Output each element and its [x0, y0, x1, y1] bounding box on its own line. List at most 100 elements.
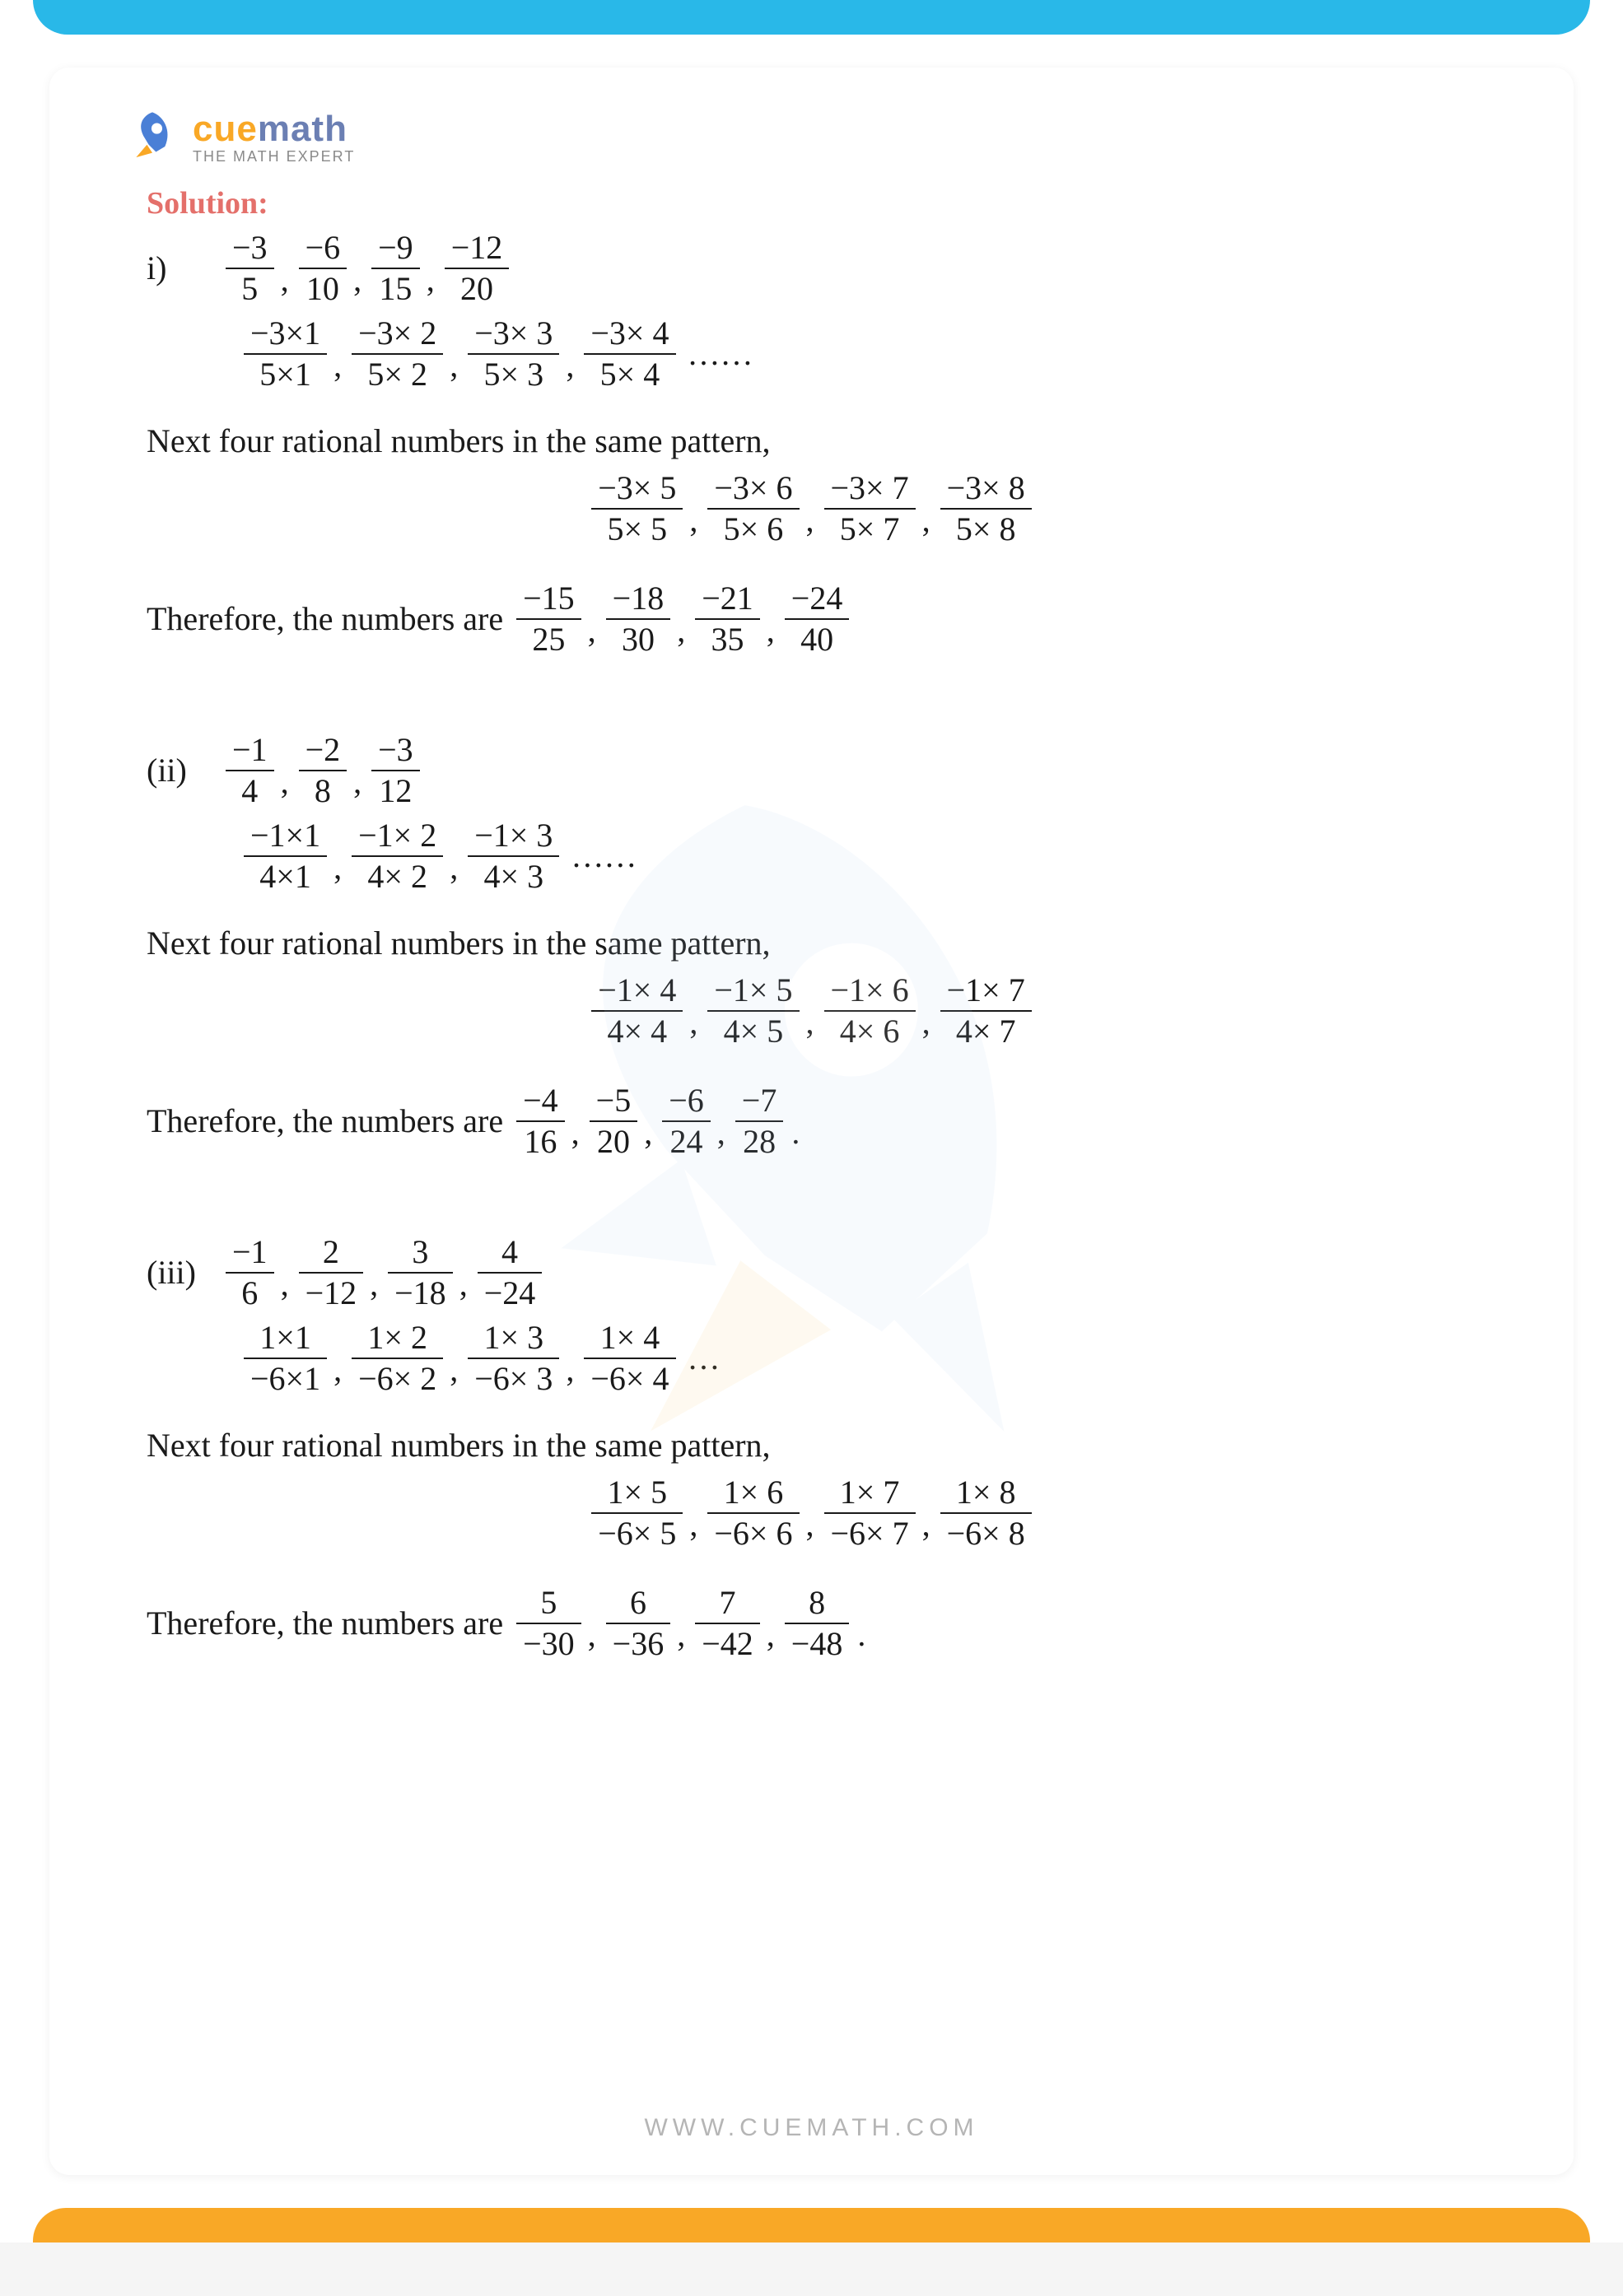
numerator: −6 [662, 1083, 711, 1119]
numerator: −7 [735, 1083, 784, 1119]
comma: , [588, 1614, 596, 1662]
fraction: −7 28 [735, 1083, 784, 1160]
numerator: 1× 4 [594, 1320, 667, 1356]
denominator: 10 [300, 271, 346, 307]
fraction: −3× 6 5× 6 [707, 470, 799, 547]
fraction: −3 5 [226, 230, 274, 307]
numerator: 1× 8 [949, 1474, 1023, 1511]
fraction: 5 −30 [516, 1585, 581, 1662]
numerator: −1 [226, 1234, 274, 1270]
comma: , [644, 1112, 652, 1160]
numerator: −3× 6 [707, 470, 799, 506]
comma: , [333, 847, 342, 895]
fraction: 1× 5 −6× 5 [591, 1474, 683, 1552]
next-row: −1× 4 4× 4 , −1× 5 4× 5 , −1× 6 4× 6 , −… [124, 972, 1499, 1050]
numerator: −4 [516, 1083, 565, 1119]
rocket-icon [124, 109, 181, 170]
comma: , [922, 1002, 930, 1050]
numerator: 5 [534, 1585, 563, 1621]
comma: , [922, 500, 930, 547]
comma: , [450, 345, 458, 393]
comma: , [588, 610, 596, 658]
denominator: −6× 4 [584, 1361, 675, 1397]
comma: , [427, 259, 435, 307]
denominator: 5×1 [253, 356, 318, 393]
brand-part1: cue [193, 109, 258, 149]
period: . [791, 1112, 800, 1160]
numerator: 7 [713, 1585, 743, 1621]
denominator: −30 [516, 1626, 581, 1662]
result-row: Therefore, the numbers are −4 16 , −5 20… [147, 1083, 1499, 1160]
comma: , [450, 1349, 458, 1397]
numerator: 1× 5 [601, 1474, 674, 1511]
comma: , [767, 610, 775, 658]
denominator: 8 [308, 773, 338, 809]
denominator: 5× 8 [949, 511, 1023, 547]
denominator: 5× 5 [601, 511, 674, 547]
denominator: −6× 6 [707, 1516, 799, 1552]
numerator: −3× 8 [940, 470, 1032, 506]
fraction: −3× 2 5× 2 [352, 315, 443, 393]
denominator: −42 [695, 1626, 760, 1662]
fraction: −3× 4 5× 4 [584, 315, 675, 393]
numerator: −18 [606, 580, 671, 617]
comma: , [281, 761, 289, 809]
denominator: 4× 2 [361, 859, 434, 895]
fraction: −1× 3 4× 3 [468, 817, 559, 895]
fraction: −1×1 4×1 [244, 817, 327, 895]
denominator: 5× 2 [361, 356, 434, 393]
result-text: Therefore, the numbers are [147, 1101, 503, 1142]
fraction: −21 35 [695, 580, 760, 658]
comma: , [689, 1504, 697, 1552]
result-row: Therefore, the numbers are −15 25 , −18 … [147, 580, 1499, 658]
numerator: −1 [226, 732, 274, 768]
fraction: −1 6 [226, 1234, 274, 1311]
comma: , [459, 1264, 468, 1311]
denominator: 16 [517, 1124, 563, 1160]
denominator: 30 [615, 622, 661, 658]
fraction: 1× 7 −6× 7 [824, 1474, 916, 1552]
denominator: 4× 6 [833, 1013, 907, 1050]
comma: , [689, 500, 697, 547]
factor-row: −3×1 5×1 , −3× 2 5× 2 , −3× 3 5× 3 , −3×… [239, 315, 1499, 393]
numerator: −3× 3 [468, 315, 559, 352]
denominator: 5× 3 [478, 356, 551, 393]
numerator: −1× 5 [707, 972, 799, 1008]
bottom-accent-bar [33, 2208, 1590, 2242]
comma: , [806, 1504, 814, 1552]
fraction: 1× 3 −6× 3 [468, 1320, 559, 1397]
denominator: 4× 7 [949, 1013, 1023, 1050]
page: cuemath THE MATH EXPERT Solution: i) −3 … [49, 68, 1574, 2175]
numerator: −21 [695, 580, 760, 617]
numerator: −1× 3 [468, 817, 559, 854]
numerator: −3 [371, 732, 420, 768]
fraction: −3× 8 5× 8 [940, 470, 1032, 547]
fraction: −1× 6 4× 6 [824, 972, 916, 1050]
denominator: 24 [664, 1124, 710, 1160]
comma: , [806, 500, 814, 547]
denominator: −6× 7 [824, 1516, 916, 1552]
denominator: −6× 3 [468, 1361, 559, 1397]
comma: , [281, 1264, 289, 1311]
denominator: −24 [478, 1275, 543, 1311]
fraction: −3×1 5×1 [244, 315, 327, 393]
fraction: −3× 7 5× 7 [824, 470, 916, 547]
numerator: −3 [226, 230, 274, 266]
solution-heading: Solution: [147, 185, 1499, 221]
fraction: −1× 4 4× 4 [591, 972, 683, 1050]
fraction: 1× 8 −6× 8 [940, 1474, 1032, 1552]
numerator: 1×1 [253, 1320, 318, 1356]
denominator: 20 [590, 1124, 637, 1160]
item-marker: i) [147, 248, 221, 289]
footer-url: WWW.CUEMATH.COM [49, 2114, 1574, 2142]
fraction: −5 20 [590, 1083, 638, 1160]
comma: , [689, 1002, 697, 1050]
numerator: −1× 2 [352, 817, 443, 854]
comma: , [450, 847, 458, 895]
comma: , [571, 1112, 580, 1160]
denominator: 35 [705, 622, 751, 658]
denominator: 6 [235, 1275, 264, 1311]
brand-tagline: THE MATH EXPERT [193, 148, 355, 165]
fraction: −1 4 [226, 732, 274, 809]
ellipsis: …… [688, 333, 753, 375]
